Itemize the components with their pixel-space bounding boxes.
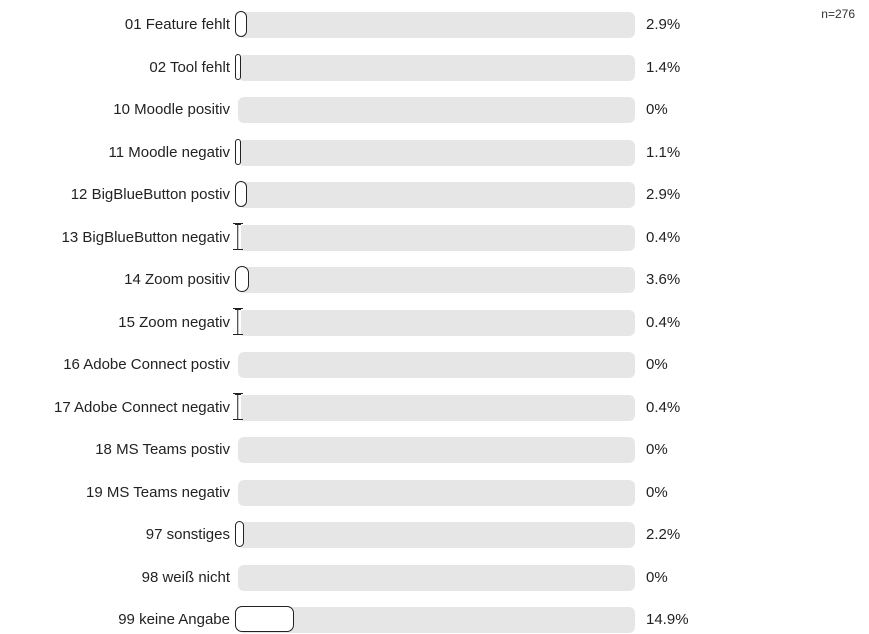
bar-track [238,54,635,81]
bar [235,11,247,37]
bar [235,521,244,547]
sample-size-label: n=276 [821,7,855,21]
category-label: 17 Adobe Connect negativ [54,398,230,416]
category-label: 11 Moodle negativ [108,143,230,161]
bar [235,181,247,207]
bar-track [238,267,635,293]
value-label: 2.9% [646,186,681,203]
bar-track [238,479,635,506]
bar-track [238,437,635,463]
bar-row: 10 Moodle positiv 0% [0,96,869,124]
bar-row: 17 Adobe Connect negativ 0.4% [0,393,869,422]
category-label: 14 Zoom positiv [124,271,230,288]
value-label: 0% [646,356,668,373]
value-label: 0% [646,101,668,118]
category-label: 99 keine Angabe [118,611,230,628]
bar [233,308,243,335]
value-label: 1.1% [646,143,681,161]
bar-row: 02 Tool fehlt 1.4% [0,53,869,82]
bar-row: 99 keine Angabe 14.9% [0,606,869,634]
bar-track [238,607,635,633]
bar [233,393,243,420]
value-label: 2.2% [646,526,681,543]
bar-row: 15 Zoom negativ 0.4% [0,308,869,337]
category-label: 97 sonstiges [145,526,230,543]
value-label: 0.4% [646,398,681,416]
value-label: 0% [646,568,668,586]
bar-row: 12 BigBlueButton postiv 2.9% [0,181,869,209]
bar-track [238,564,635,591]
category-label: 13 BigBlueButton negativ [61,228,230,246]
bar-track [238,352,635,378]
value-label: 0% [646,483,668,501]
category-label: 15 Zoom negativ [118,313,230,331]
bar-track [238,309,635,336]
bar-row: 98 weiß nicht 0% [0,564,869,592]
value-label: 2.9% [646,16,681,33]
bar-track [238,394,635,421]
bar-track [238,182,635,208]
bar-track [238,139,635,166]
value-label: 0.4% [646,313,681,331]
bar-row: 19 MS Teams negativ 0% [0,479,869,507]
value-label: 3.6% [646,271,681,288]
value-label: 0% [646,441,668,458]
category-label: 10 Moodle positiv [113,101,230,118]
bar [235,138,241,165]
bar-row: 18 MS Teams postiv 0% [0,436,869,464]
bar-track [238,522,635,548]
bar-row: 11 Moodle negativ 1.1% [0,138,869,167]
bar [235,606,295,632]
bar-row: 14 Zoom positiv 3.6% [0,266,869,294]
category-label: 19 MS Teams negativ [86,483,230,501]
bar-track [238,97,635,123]
value-label: 14.9% [646,611,689,628]
bar-row: 13 BigBlueButton negativ 0.4% [0,223,869,252]
bar-row: 01 Feature fehlt 2.9% [0,11,869,39]
value-label: 1.4% [646,58,681,76]
bar-track [238,12,635,38]
bar [235,266,250,292]
bar-track [238,224,635,251]
value-label: 0.4% [646,228,681,246]
bar [233,223,243,250]
bar-row: 16 Adobe Connect postiv 0% [0,351,869,379]
category-label: 02 Tool fehlt [149,58,230,76]
category-label: 18 MS Teams postiv [95,441,230,458]
category-label: 12 BigBlueButton postiv [70,186,230,203]
category-label: 98 weiß nicht [141,568,230,586]
category-label: 01 Feature fehlt [124,16,230,33]
category-label: 16 Adobe Connect postiv [63,356,230,373]
bar-row: 97 sonstiges 2.2% [0,521,869,549]
bar [235,53,241,80]
